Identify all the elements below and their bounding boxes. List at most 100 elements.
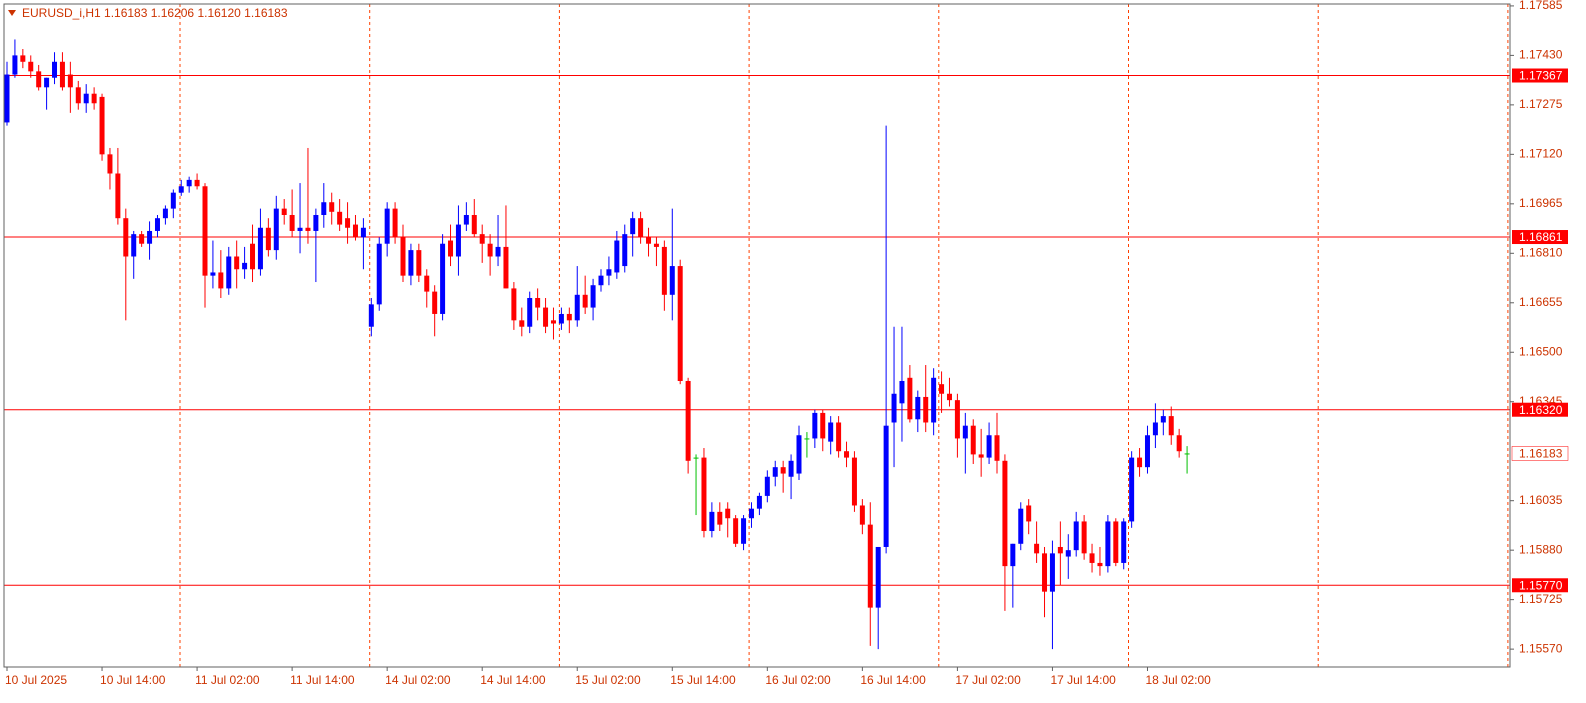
- candle-body: [321, 202, 327, 215]
- x-tick-label: 10 Jul 2025: [5, 673, 67, 687]
- candle-body: [836, 422, 842, 452]
- candle-body: [653, 243, 659, 247]
- candle-body: [519, 320, 525, 327]
- x-tick-label: 15 Jul 02:00: [575, 673, 641, 687]
- symbol-marker: [8, 10, 16, 16]
- candle-body: [313, 214, 319, 231]
- candle-body: [305, 227, 311, 231]
- candle-body: [4, 74, 10, 123]
- candle-body: [741, 518, 747, 544]
- y-tick-label: 1.16035: [1519, 493, 1563, 507]
- candle-body: [59, 61, 65, 88]
- candle-body: [52, 61, 58, 78]
- candle-body: [36, 71, 42, 88]
- candle-body: [669, 266, 675, 295]
- candle-body: [1097, 562, 1103, 567]
- candle-body: [717, 511, 723, 525]
- candle-body: [867, 524, 873, 608]
- candle-body: [416, 250, 422, 276]
- x-tick-label: 14 Jul 02:00: [385, 673, 451, 687]
- x-tick-label: 14 Jul 14:00: [480, 673, 546, 687]
- candle-body: [550, 320, 556, 324]
- y-tick-label: 1.17120: [1519, 147, 1563, 161]
- candle-body: [360, 227, 366, 238]
- candle-body: [535, 297, 541, 308]
- candle-body: [851, 457, 857, 506]
- candle-body: [638, 218, 644, 238]
- candle-body: [202, 186, 208, 276]
- candle-body: [178, 186, 184, 193]
- candle-body: [931, 377, 937, 423]
- candle-body: [440, 243, 446, 314]
- candle-body: [875, 546, 881, 608]
- plot-frame: [3, 3, 1511, 668]
- candle-body: [859, 505, 865, 525]
- candle-body: [622, 234, 628, 267]
- candle-body: [273, 208, 279, 251]
- candle-body: [954, 400, 960, 439]
- candle-body: [978, 454, 984, 458]
- candle-body: [1042, 553, 1048, 592]
- candle-body: [495, 246, 501, 257]
- candle-body: [756, 495, 762, 509]
- candle-body: [226, 256, 232, 289]
- candle-body: [479, 234, 485, 244]
- candle-body: [297, 227, 303, 231]
- candle-body: [748, 508, 754, 519]
- candle-body: [804, 438, 810, 440]
- candle-body: [606, 269, 612, 276]
- candle-body: [1152, 422, 1158, 436]
- x-tick-label: 15 Jul 14:00: [670, 673, 736, 687]
- candle-body: [139, 234, 145, 244]
- candle-body: [646, 237, 652, 244]
- candle-body: [115, 173, 121, 219]
- candle-body: [709, 511, 715, 532]
- candle-body: [424, 275, 430, 292]
- candle-body: [432, 291, 438, 314]
- candle-body: [376, 243, 382, 305]
- candle-body: [91, 93, 97, 104]
- candle-body: [1121, 521, 1127, 563]
- candle-body: [210, 272, 216, 276]
- candle-body: [693, 457, 699, 459]
- y-tick-label: 1.17585: [1519, 0, 1563, 12]
- x-tick-label: 18 Jul 02:00: [1145, 673, 1211, 687]
- candle-body: [701, 457, 707, 532]
- candle-body: [780, 467, 786, 474]
- candle-body: [1002, 460, 1008, 567]
- candle-body: [590, 285, 596, 308]
- level-label-box: [1512, 230, 1568, 245]
- candle-body: [503, 246, 509, 289]
- candle-body: [123, 218, 129, 257]
- candle-body: [487, 243, 493, 257]
- x-tick-label: 10 Jul 14:00: [100, 673, 166, 687]
- candle-body: [99, 96, 105, 155]
- candle-body: [83, 93, 89, 104]
- level-label: 1.15770: [1519, 578, 1563, 592]
- candle-body: [1073, 521, 1079, 551]
- candle-body: [154, 218, 160, 231]
- y-tick-label: 1.16655: [1519, 295, 1563, 309]
- candle-body: [345, 218, 351, 228]
- y-tick-label: 1.16810: [1519, 245, 1563, 259]
- candle-body: [970, 425, 976, 455]
- candle-body: [1089, 553, 1095, 563]
- candle-body: [812, 412, 818, 439]
- axis-layer: 1.17585 1.17430 1.17275 1.17120 1.16965 1.168…: [5, 0, 1569, 687]
- candle-body: [67, 74, 73, 88]
- candle-body: [1113, 521, 1119, 563]
- candle-body: [915, 396, 921, 420]
- x-tick-label: 11 Jul 02:00: [195, 673, 260, 687]
- y-tick-label: 1.15570: [1519, 641, 1563, 655]
- candle-body: [162, 208, 168, 219]
- candle-body: [1137, 457, 1143, 468]
- level-label: 1.17367: [1519, 69, 1563, 83]
- candle-body: [265, 227, 271, 251]
- level-label: 1.16320: [1519, 403, 1563, 417]
- candle-body: [329, 202, 335, 212]
- y-tick-label: 1.17430: [1519, 48, 1563, 62]
- candle-body: [764, 476, 770, 496]
- level-label-box: [1512, 68, 1568, 83]
